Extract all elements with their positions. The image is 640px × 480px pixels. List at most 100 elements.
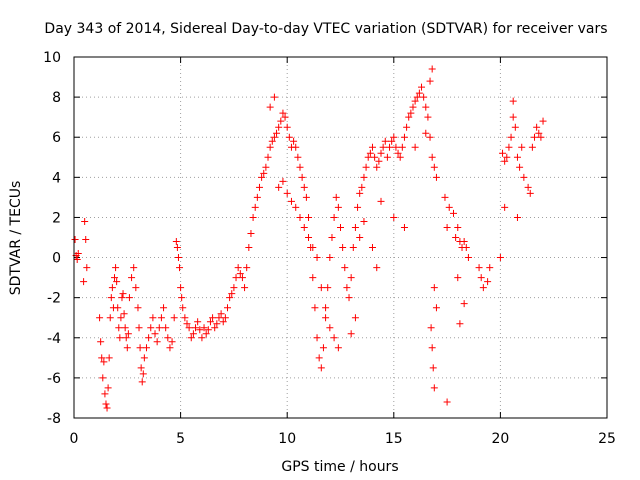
data-point	[400, 133, 408, 141]
data-point	[386, 143, 394, 151]
data-point	[104, 384, 112, 392]
chart-title: Day 343 of 2014, Sidereal Day-to-day VTE…	[44, 21, 607, 37]
data-point	[80, 278, 88, 286]
data-point	[432, 173, 440, 181]
data-point	[300, 223, 308, 231]
x-tick-label: 25	[598, 431, 616, 447]
plot-frame	[73, 56, 608, 419]
data-point	[160, 304, 168, 312]
y-tick-label: 4	[52, 170, 61, 186]
data-point	[142, 344, 150, 352]
data-point	[151, 330, 159, 338]
data-point	[343, 284, 351, 292]
y-tick-label: 0	[52, 251, 61, 267]
data-point	[351, 223, 359, 231]
data-point	[449, 209, 457, 217]
data-point	[181, 314, 189, 322]
data-point	[230, 284, 238, 292]
data-point	[441, 193, 449, 201]
data-point	[224, 304, 232, 312]
data-point	[241, 284, 249, 292]
data-point	[260, 169, 268, 177]
data-point	[464, 254, 472, 262]
data-point	[157, 314, 165, 322]
data-point	[226, 294, 234, 302]
data-point	[537, 133, 545, 141]
y-tick-label: 10	[43, 50, 61, 66]
data-point	[411, 143, 419, 151]
data-point	[187, 334, 195, 342]
data-point	[313, 254, 321, 262]
data-point	[202, 330, 210, 338]
data-point	[420, 93, 428, 101]
data-point	[114, 304, 122, 312]
data-point	[345, 294, 353, 302]
data-point	[122, 334, 130, 342]
data-point	[305, 234, 313, 241]
data-point	[255, 183, 263, 191]
data-point	[334, 203, 342, 211]
data-point	[298, 173, 306, 181]
data-point	[533, 123, 541, 131]
data-point	[349, 244, 357, 252]
data-point	[539, 117, 547, 125]
data-point	[364, 153, 372, 161]
data-point	[509, 113, 517, 121]
data-point	[120, 310, 128, 318]
data-point	[115, 324, 123, 332]
x-tick-label: 0	[70, 431, 79, 447]
data-point	[373, 264, 381, 272]
data-point	[219, 318, 227, 326]
data-point	[147, 324, 155, 332]
data-point	[132, 284, 140, 292]
data-point	[217, 310, 225, 318]
data-point	[198, 334, 206, 342]
data-point	[432, 304, 440, 312]
data-point	[513, 213, 521, 221]
y-tick-label: -4	[47, 331, 61, 347]
data-point	[428, 344, 436, 352]
data-point	[117, 314, 125, 322]
data-point	[162, 324, 170, 332]
data-point	[496, 254, 504, 262]
data-point	[422, 103, 430, 111]
x-tick-label: 15	[385, 431, 403, 447]
data-point	[290, 137, 298, 145]
data-point	[430, 163, 438, 171]
data-point	[112, 264, 120, 272]
data-point	[292, 143, 300, 151]
data-point	[426, 77, 434, 85]
data-point	[277, 117, 285, 125]
data-point	[264, 153, 272, 161]
data-point	[292, 203, 300, 211]
data-point	[105, 354, 113, 362]
data-point	[279, 109, 287, 117]
data-point	[189, 330, 197, 338]
data-point	[74, 250, 82, 258]
data-point	[524, 183, 532, 191]
data-point	[270, 93, 278, 101]
data-point	[351, 314, 359, 322]
data-point	[209, 314, 217, 322]
data-point	[125, 294, 133, 302]
data-point	[505, 143, 513, 151]
data-point	[116, 334, 124, 342]
data-point	[341, 264, 349, 272]
data-point	[339, 244, 347, 252]
data-point	[296, 163, 304, 171]
data-point	[475, 264, 483, 272]
data-point	[275, 183, 283, 191]
data-point	[177, 284, 185, 292]
data-point	[206, 318, 214, 326]
data-point	[119, 290, 127, 298]
data-point	[204, 326, 212, 334]
data-point	[283, 189, 291, 197]
data-point	[123, 344, 131, 352]
data-point	[238, 274, 246, 282]
data-point	[185, 324, 193, 332]
data-point	[183, 320, 191, 328]
data-point	[101, 390, 109, 398]
data-point	[429, 364, 437, 372]
data-point	[520, 173, 528, 181]
data-point	[317, 364, 325, 372]
